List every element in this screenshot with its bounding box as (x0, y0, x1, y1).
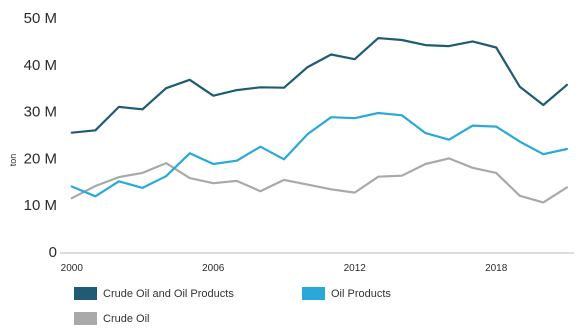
legend-item-crude-oil: Crude Oil (74, 312, 149, 325)
legend-label: Oil Products (331, 287, 391, 300)
series-lines (70, 36, 569, 204)
legend: Crude Oil and Oil Products Oil Products … (70, 287, 570, 327)
y-tick-label: 30 M (24, 104, 57, 121)
y-tick-label: 0 (49, 244, 57, 261)
legend-label: Crude Oil (103, 312, 150, 325)
x-tick-label: 2012 (344, 263, 367, 274)
x-tick-label: 2006 (202, 263, 225, 274)
legend-swatch (74, 287, 97, 300)
series-line-crude-oil (70, 157, 569, 204)
series-line-crude-oil-and-oil-products (70, 36, 569, 134)
y-tick-label: 20 M (24, 150, 57, 167)
y-axis-label: ton (8, 154, 18, 167)
legend-item-oil-products: Oil Products (302, 287, 391, 300)
y-axis-ticks: 0 10 M 20 M 30 M 40 M 50 M (24, 10, 57, 261)
legend-swatch (302, 287, 325, 300)
y-tick-label: 40 M (24, 57, 57, 74)
y-tick-label: 10 M (24, 197, 57, 214)
x-tick-label: 2000 (61, 263, 84, 274)
x-axis-ticks: 2000 2006 2012 2018 (61, 263, 508, 274)
legend-label: Crude Oil and Oil Products (103, 287, 234, 300)
legend-item-crude-oil-and-oil-products: Crude Oil and Oil Products (74, 287, 234, 300)
x-tick-label: 2018 (485, 263, 508, 274)
series-line-oil-products (70, 111, 569, 198)
y-tick-label: 50 M (24, 10, 57, 27)
legend-swatch (74, 312, 97, 325)
